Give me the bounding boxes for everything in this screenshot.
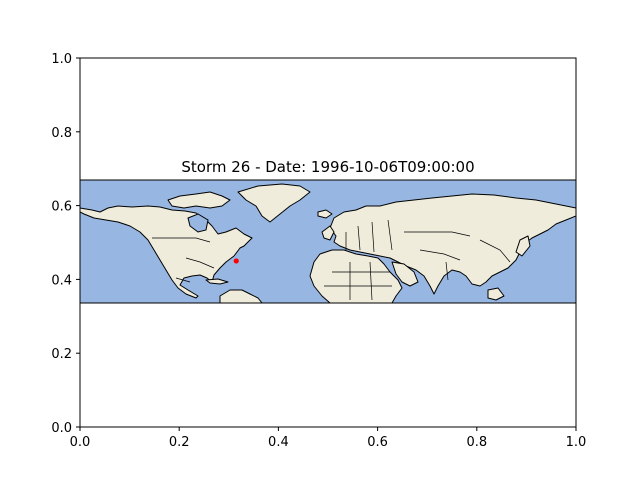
south-america [219, 289, 263, 303]
y-tick-label: 0.4 [51, 273, 72, 288]
greenland [237, 183, 311, 223]
arabian-peninsula [391, 261, 419, 287]
north-america [80, 205, 253, 299]
y-axis: 0.0 0.2 0.4 0.6 0.8 1.0 [51, 52, 80, 436]
y-tick-label: 1.0 [51, 52, 72, 67]
japan [515, 235, 531, 257]
x-tick-label: 0.8 [466, 435, 487, 450]
iceland [317, 209, 333, 219]
map-title: Storm 26 - Date: 1996-10-06T09:00:00 [181, 158, 474, 176]
x-tick-label: 0.0 [70, 435, 91, 450]
y-tick-label: 0.2 [51, 347, 72, 362]
storm-position-marker [233, 258, 239, 264]
x-tick-label: 0.6 [367, 435, 388, 450]
storm-track-points [233, 258, 239, 264]
hudson-bay [187, 213, 209, 233]
africa [309, 249, 403, 303]
x-axis: 0.0 0.2 0.4 0.6 0.8 1.0 [70, 427, 587, 450]
y-tick-label: 0.8 [51, 126, 72, 141]
british-isles [321, 225, 335, 241]
country-borders [152, 219, 511, 301]
world-map [79, 179, 577, 304]
x-tick-label: 0.2 [169, 435, 190, 450]
axes-spines [79, 57, 577, 428]
x-tick-label: 0.4 [268, 435, 289, 450]
arctic-islands [167, 191, 231, 209]
x-tick-label: 1.0 [566, 435, 587, 450]
caribbean [205, 278, 229, 285]
y-tick-label: 0.0 [51, 421, 72, 436]
southeast-asia-islands [487, 287, 505, 301]
y-tick-label: 0.6 [51, 200, 72, 215]
